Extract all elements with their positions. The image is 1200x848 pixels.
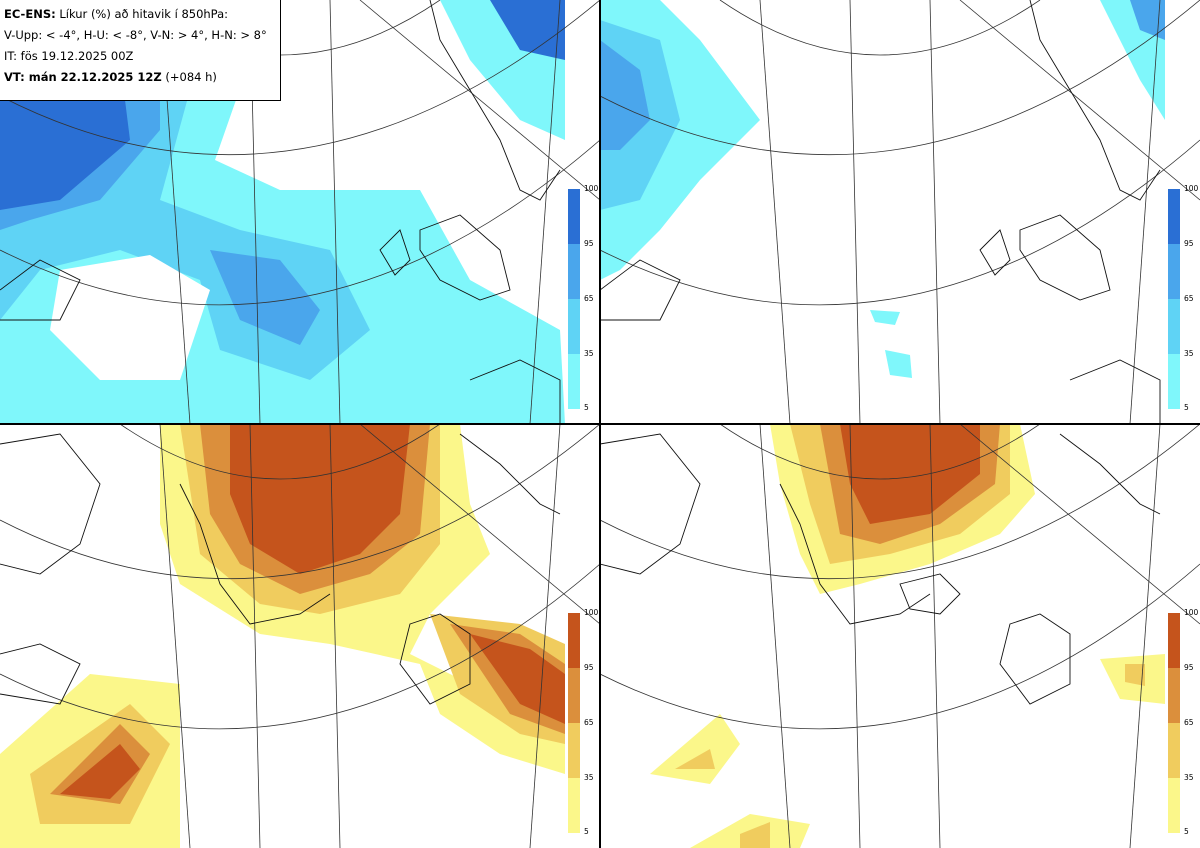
colorbar-cold <box>568 189 580 409</box>
coastlines <box>0 0 561 424</box>
prob-area-95b <box>210 250 320 345</box>
valid-time: VT: mán 22.12.2025 12Z <box>4 70 162 84</box>
panel-warm-moderate: 100 95 65 35 5 <box>0 424 600 848</box>
colorbar-tick-65: 65 <box>1184 718 1194 727</box>
thresholds-text: V-Upp: < -4°, H-U: < -8°, V-N: > 4°, H-N… <box>4 28 267 42</box>
title-bold: EC-ENS: <box>4 7 56 21</box>
graticule <box>600 424 1200 848</box>
title-text: Líkur (%) að hitavik í 850hPa: <box>59 7 229 21</box>
graticule <box>600 0 1200 424</box>
colorbar-tick-5: 5 <box>1184 403 1189 412</box>
coastlines <box>0 433 561 705</box>
colorbar-cold <box>1168 189 1180 409</box>
colorbar-tick-5: 5 <box>584 827 589 836</box>
prob-area-65c <box>740 822 770 848</box>
prob-area-100 <box>840 424 980 524</box>
valid-offset: (+084 h) <box>165 70 217 84</box>
prob-area-95 <box>600 40 650 150</box>
colorbar-tick-95: 95 <box>1184 663 1194 672</box>
panel-cold-strong: 100 95 65 35 5 <box>600 0 1200 424</box>
map-warm-moderate <box>0 424 600 848</box>
colorbar-tick-100: 100 <box>1184 608 1199 617</box>
map-warm-strong <box>600 424 1200 848</box>
colorbar-tick-35: 35 <box>584 773 594 782</box>
prob-area-35c <box>870 310 900 325</box>
coastlines <box>600 433 1161 705</box>
colorbar-tick-5: 5 <box>1184 827 1189 836</box>
map-cold-strong <box>600 0 1200 424</box>
prob-area-100b <box>60 744 140 799</box>
panel-warm-strong: 100 95 65 35 5 <box>600 424 1200 848</box>
prob-area-100c <box>470 634 565 724</box>
horizontal-divider <box>0 423 1200 425</box>
colorbar-tick-95: 95 <box>1184 239 1194 248</box>
colorbar-tick-35: 35 <box>584 349 594 358</box>
prob-area-35b <box>650 714 740 784</box>
prob-area-35d <box>885 350 912 378</box>
colorbar-tick-5: 5 <box>584 403 589 412</box>
colorbar-tick-35: 35 <box>1184 349 1194 358</box>
colorbar-tick-100: 100 <box>1184 184 1199 193</box>
colorbar-tick-100: 100 <box>584 608 599 617</box>
prob-area-100 <box>1130 0 1165 40</box>
colorbar-tick-95: 95 <box>584 663 594 672</box>
prob-area-65d <box>1125 664 1145 686</box>
panel-cold-moderate: EC-ENS: Líkur (%) að hitavik í 850hPa: V… <box>0 0 600 424</box>
colorbar-warm <box>568 613 580 833</box>
colorbar-tick-65: 65 <box>1184 294 1194 303</box>
legend-info-box: EC-ENS: Líkur (%) að hitavik í 850hPa: V… <box>0 0 281 101</box>
colorbar-tick-100: 100 <box>584 184 599 193</box>
coastlines <box>600 0 1161 424</box>
colorbar-tick-35: 35 <box>1184 773 1194 782</box>
colorbar-tick-95: 95 <box>584 239 594 248</box>
prob-area-white-hole <box>50 255 210 380</box>
prob-area-65b <box>675 749 715 769</box>
prob-area-100b <box>490 0 565 60</box>
colorbar-tick-65: 65 <box>584 294 594 303</box>
colorbar-warm <box>1168 613 1180 833</box>
colorbar-tick-65: 65 <box>584 718 594 727</box>
issue-time: IT: fös 19.12.2025 00Z <box>4 49 134 63</box>
graticule <box>0 424 600 848</box>
prob-area-100 <box>230 424 410 574</box>
